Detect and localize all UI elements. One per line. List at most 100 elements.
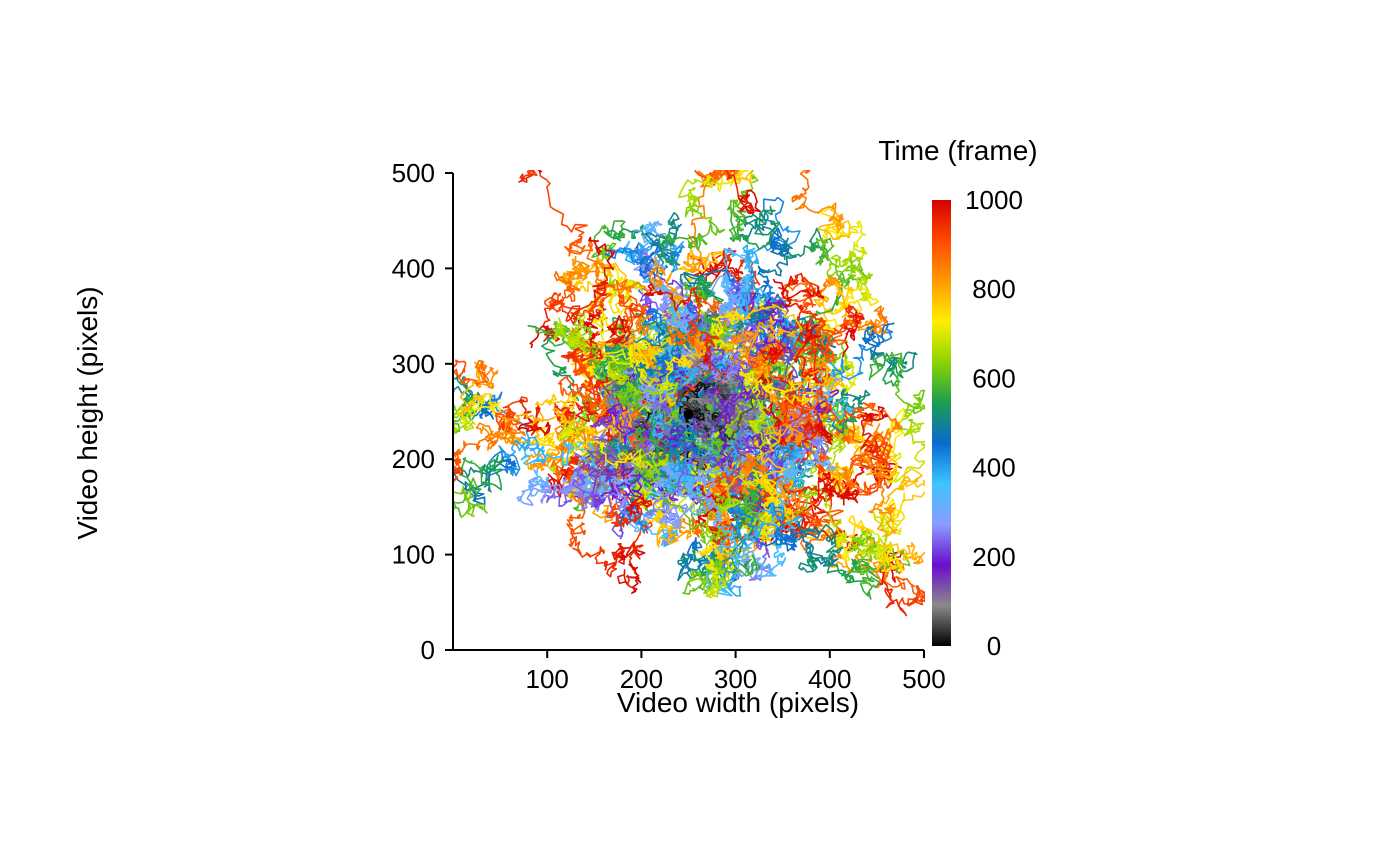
y-axis-title: Video height (pixels) [72, 286, 103, 539]
trajectory-segment [733, 538, 757, 566]
trajectory-segment [597, 491, 631, 515]
trajectory-segment [877, 550, 904, 574]
trajectory-segment [527, 475, 550, 497]
trajectory-segment [541, 441, 575, 467]
trajectory-segment [770, 502, 785, 521]
trajectory-tracks [412, 0, 1018, 617]
trajectory-segment [969, 501, 982, 521]
trajectory-segment [603, 549, 626, 578]
trajectory-segment [633, 221, 657, 244]
trajectory-segment [720, 273, 752, 299]
trajectory-segment [453, 374, 469, 397]
trajectory-segment [668, 527, 692, 544]
trajectory-segment [769, 50, 792, 75]
trajectory-segment [453, 468, 464, 476]
trajectory-segment [997, 492, 1018, 516]
trajectory-segment [771, 402, 788, 428]
trajectory-segment [859, 576, 881, 600]
trajectory-segment [755, 534, 771, 559]
trajectory-segment [777, 61, 804, 86]
trajectory-segment [971, 515, 992, 537]
trajectory-segment [687, 286, 703, 304]
trajectory-segment [627, 496, 646, 517]
trajectory-segment [576, 428, 595, 450]
trajectory-segment [803, 340, 826, 378]
trajectory-segment [732, 505, 752, 549]
trajectory-segment [725, 466, 742, 494]
trajectory-segment [903, 390, 925, 418]
trajectory-segment [617, 329, 642, 361]
trajectory-segment [912, 551, 925, 565]
trajectory-segment [646, 449, 669, 464]
trajectory-segment [833, 536, 850, 561]
trajectory-segment [853, 259, 874, 284]
trajectory-segment [752, 419, 780, 449]
trajectory-segment [675, 388, 698, 411]
x-axis-title: Video width (pixels) [617, 687, 859, 718]
trajectory-segment [850, 560, 880, 580]
trajectory-segment [859, 413, 879, 454]
trajectory-segment [651, 272, 681, 303]
trajectory-segment [695, 275, 713, 294]
y-tick-label: 200 [392, 444, 435, 474]
trajectory-segment [756, 425, 789, 462]
trajectory-segment [613, 470, 635, 510]
trajectory-segment [696, 312, 719, 359]
trajectory-segment [736, 213, 767, 237]
trajectory-segment [826, 254, 851, 274]
trajectory-segment [561, 344, 585, 362]
trajectory-segment [667, 439, 684, 460]
trajectory-segment [784, 68, 810, 97]
trajectory-segment [871, 439, 891, 471]
y-tick-label: 0 [421, 635, 435, 665]
trajectory-track [645, 388, 1018, 600]
trajectory-segment [645, 486, 683, 517]
trajectory-segment [699, 422, 714, 444]
trajectory-segment [453, 437, 497, 458]
trajectory-segment [578, 367, 595, 391]
trajectory-segment [662, 490, 707, 544]
trajectory-segment [627, 344, 646, 370]
trajectory-segment [814, 319, 841, 360]
trajectory-segment [707, 252, 732, 286]
trajectory-segment [689, 499, 718, 516]
trajectory-segment [837, 141, 850, 166]
trajectory-segment [858, 290, 872, 302]
trajectory-segment [628, 562, 642, 595]
trajectory-segment [767, 38, 786, 74]
trajectory-segment [475, 422, 499, 451]
trajectory-segment [759, 0, 793, 16]
trajectory-segment [675, 472, 703, 501]
trajectory-segment [635, 426, 664, 451]
trajectory-segment [813, 441, 836, 472]
trajectory-segment [534, 431, 556, 447]
trajectory-segment [559, 416, 581, 431]
trajectory-segment [815, 237, 835, 266]
trajectory-segment [745, 554, 762, 576]
trajectory-segment [460, 396, 486, 417]
trajectory-segment [585, 375, 601, 397]
trajectory-segment [835, 424, 860, 444]
trajectory-segment [643, 381, 667, 408]
trajectory-segment [769, 552, 787, 577]
trajectory-segment [679, 273, 701, 295]
trajectory-segment [684, 201, 713, 220]
trajectory-segment [827, 436, 847, 470]
trajectory-segment [792, 69, 819, 84]
trajectory-segment [766, 347, 786, 357]
trajectory-segment [627, 383, 665, 397]
trajectory-segment [648, 256, 666, 288]
y-tick-label: 400 [392, 253, 435, 283]
colorbar-gradient [932, 200, 951, 646]
trajectory-segment [707, 452, 731, 472]
trajectory-segment [412, 387, 432, 405]
trajectory-segment [677, 454, 713, 488]
trajectory-segment [885, 575, 921, 597]
trajectory-segment [864, 438, 882, 454]
colorbar-tick-label: 400 [972, 453, 1015, 483]
trajectory-segment [729, 221, 781, 251]
trajectory-segment [738, 286, 771, 313]
trajectory-segment [634, 305, 651, 337]
trajectory-segment [647, 339, 664, 360]
trajectory-segment [863, 481, 882, 496]
